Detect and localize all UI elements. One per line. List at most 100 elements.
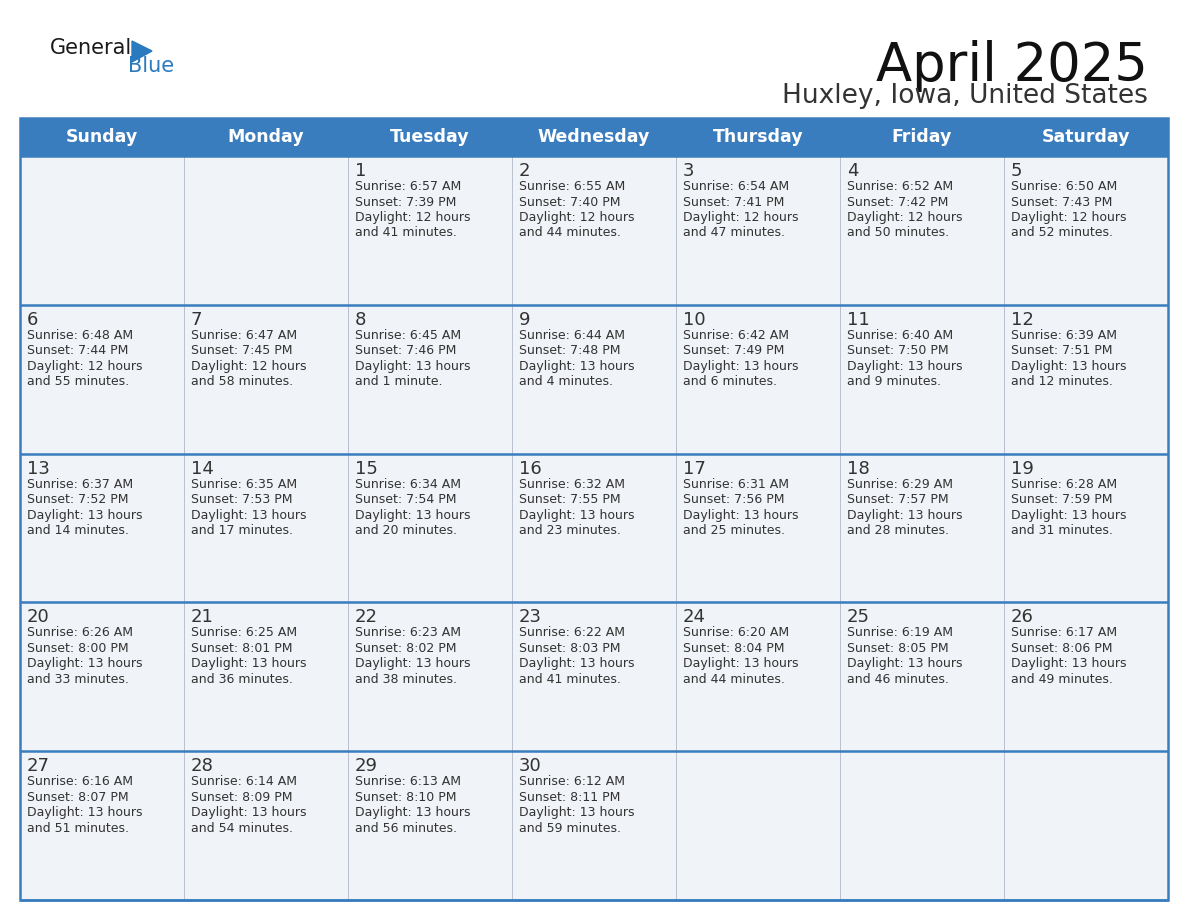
Text: Daylight: 13 hours: Daylight: 13 hours xyxy=(847,360,962,373)
Text: Daylight: 12 hours: Daylight: 12 hours xyxy=(191,360,307,373)
Text: Tuesday: Tuesday xyxy=(390,128,469,146)
Text: Sunset: 8:10 PM: Sunset: 8:10 PM xyxy=(355,790,456,803)
Text: 5: 5 xyxy=(1011,162,1023,180)
Polygon shape xyxy=(132,41,152,62)
Text: Sunset: 7:49 PM: Sunset: 7:49 PM xyxy=(683,344,784,357)
Text: Daylight: 13 hours: Daylight: 13 hours xyxy=(191,509,307,521)
Text: Sunset: 7:57 PM: Sunset: 7:57 PM xyxy=(847,493,949,506)
Text: Sunset: 8:04 PM: Sunset: 8:04 PM xyxy=(683,642,784,655)
Bar xyxy=(20,751,1168,900)
Text: and 41 minutes.: and 41 minutes. xyxy=(355,227,457,240)
Text: and 49 minutes.: and 49 minutes. xyxy=(1011,673,1113,686)
Text: 27: 27 xyxy=(27,757,50,775)
Text: and 25 minutes.: and 25 minutes. xyxy=(683,524,785,537)
Text: 19: 19 xyxy=(1011,460,1034,477)
Text: and 59 minutes.: and 59 minutes. xyxy=(519,822,621,834)
Text: Daylight: 12 hours: Daylight: 12 hours xyxy=(847,211,962,224)
Text: 15: 15 xyxy=(355,460,378,477)
Text: Daylight: 13 hours: Daylight: 13 hours xyxy=(847,509,962,521)
Text: Daylight: 13 hours: Daylight: 13 hours xyxy=(355,657,470,670)
Text: Daylight: 13 hours: Daylight: 13 hours xyxy=(519,509,634,521)
Text: Sunrise: 6:57 AM: Sunrise: 6:57 AM xyxy=(355,180,461,193)
Text: 14: 14 xyxy=(191,460,214,477)
Text: and 14 minutes.: and 14 minutes. xyxy=(27,524,128,537)
Text: 28: 28 xyxy=(191,757,214,775)
Text: Sunrise: 6:54 AM: Sunrise: 6:54 AM xyxy=(683,180,789,193)
Text: Sunrise: 6:48 AM: Sunrise: 6:48 AM xyxy=(27,329,133,341)
Text: Sunset: 7:48 PM: Sunset: 7:48 PM xyxy=(519,344,620,357)
Text: Sunrise: 6:12 AM: Sunrise: 6:12 AM xyxy=(519,775,625,789)
Text: Sunset: 8:07 PM: Sunset: 8:07 PM xyxy=(27,790,128,803)
Bar xyxy=(20,602,1168,751)
Text: Daylight: 13 hours: Daylight: 13 hours xyxy=(1011,657,1126,670)
Text: Sunrise: 6:13 AM: Sunrise: 6:13 AM xyxy=(355,775,461,789)
Text: 9: 9 xyxy=(519,311,531,329)
Text: Sunrise: 6:31 AM: Sunrise: 6:31 AM xyxy=(683,477,789,490)
Text: Sunrise: 6:28 AM: Sunrise: 6:28 AM xyxy=(1011,477,1117,490)
Bar xyxy=(20,305,1168,453)
Text: Wednesday: Wednesday xyxy=(538,128,650,146)
Text: and 31 minutes.: and 31 minutes. xyxy=(1011,524,1113,537)
Text: Sunset: 7:42 PM: Sunset: 7:42 PM xyxy=(847,196,948,208)
Text: 1: 1 xyxy=(355,162,366,180)
Text: Daylight: 12 hours: Daylight: 12 hours xyxy=(1011,211,1126,224)
Text: Sunset: 7:45 PM: Sunset: 7:45 PM xyxy=(191,344,292,357)
Text: Daylight: 13 hours: Daylight: 13 hours xyxy=(683,360,798,373)
Text: Sunset: 7:55 PM: Sunset: 7:55 PM xyxy=(519,493,620,506)
Text: and 44 minutes.: and 44 minutes. xyxy=(519,227,621,240)
Text: Sunrise: 6:42 AM: Sunrise: 6:42 AM xyxy=(683,329,789,341)
Text: Sunrise: 6:20 AM: Sunrise: 6:20 AM xyxy=(683,626,789,640)
Text: April 2025: April 2025 xyxy=(876,40,1148,92)
Text: Sunrise: 6:19 AM: Sunrise: 6:19 AM xyxy=(847,626,953,640)
Text: and 38 minutes.: and 38 minutes. xyxy=(355,673,457,686)
Bar xyxy=(20,118,1168,156)
Text: Daylight: 13 hours: Daylight: 13 hours xyxy=(847,657,962,670)
Text: and 58 minutes.: and 58 minutes. xyxy=(191,375,293,388)
Text: Daylight: 13 hours: Daylight: 13 hours xyxy=(683,509,798,521)
Text: Daylight: 13 hours: Daylight: 13 hours xyxy=(191,657,307,670)
Text: Sunset: 7:54 PM: Sunset: 7:54 PM xyxy=(355,493,456,506)
Text: Sunset: 8:01 PM: Sunset: 8:01 PM xyxy=(191,642,292,655)
Text: Sunset: 8:05 PM: Sunset: 8:05 PM xyxy=(847,642,949,655)
Text: Daylight: 13 hours: Daylight: 13 hours xyxy=(27,509,143,521)
Text: and 51 minutes.: and 51 minutes. xyxy=(27,822,129,834)
Text: Daylight: 13 hours: Daylight: 13 hours xyxy=(355,806,470,819)
Text: and 52 minutes.: and 52 minutes. xyxy=(1011,227,1113,240)
Text: Sunrise: 6:44 AM: Sunrise: 6:44 AM xyxy=(519,329,625,341)
Text: Huxley, Iowa, United States: Huxley, Iowa, United States xyxy=(782,83,1148,109)
Text: Sunrise: 6:35 AM: Sunrise: 6:35 AM xyxy=(191,477,297,490)
Text: Sunset: 7:40 PM: Sunset: 7:40 PM xyxy=(519,196,620,208)
Text: 23: 23 xyxy=(519,609,542,626)
Text: Sunday: Sunday xyxy=(65,128,138,146)
Text: Sunset: 8:00 PM: Sunset: 8:00 PM xyxy=(27,642,128,655)
Text: Sunset: 8:02 PM: Sunset: 8:02 PM xyxy=(355,642,456,655)
Text: and 55 minutes.: and 55 minutes. xyxy=(27,375,129,388)
Text: Daylight: 13 hours: Daylight: 13 hours xyxy=(355,360,470,373)
Text: Sunrise: 6:22 AM: Sunrise: 6:22 AM xyxy=(519,626,625,640)
Text: Sunrise: 6:45 AM: Sunrise: 6:45 AM xyxy=(355,329,461,341)
Text: and 36 minutes.: and 36 minutes. xyxy=(191,673,293,686)
Text: General: General xyxy=(50,38,132,58)
Text: Daylight: 13 hours: Daylight: 13 hours xyxy=(27,657,143,670)
Text: 24: 24 xyxy=(683,609,706,626)
Text: 25: 25 xyxy=(847,609,870,626)
Text: Sunset: 7:41 PM: Sunset: 7:41 PM xyxy=(683,196,784,208)
Text: Sunrise: 6:17 AM: Sunrise: 6:17 AM xyxy=(1011,626,1117,640)
Text: and 56 minutes.: and 56 minutes. xyxy=(355,822,457,834)
Text: 18: 18 xyxy=(847,460,870,477)
Text: Daylight: 13 hours: Daylight: 13 hours xyxy=(519,657,634,670)
Text: Sunset: 7:52 PM: Sunset: 7:52 PM xyxy=(27,493,128,506)
Text: Sunset: 8:11 PM: Sunset: 8:11 PM xyxy=(519,790,620,803)
Text: and 12 minutes.: and 12 minutes. xyxy=(1011,375,1113,388)
Text: 7: 7 xyxy=(191,311,202,329)
Text: Daylight: 13 hours: Daylight: 13 hours xyxy=(519,806,634,819)
Text: Daylight: 13 hours: Daylight: 13 hours xyxy=(519,360,634,373)
Text: Daylight: 13 hours: Daylight: 13 hours xyxy=(191,806,307,819)
Text: 21: 21 xyxy=(191,609,214,626)
Text: Daylight: 12 hours: Daylight: 12 hours xyxy=(355,211,470,224)
Text: Sunset: 7:39 PM: Sunset: 7:39 PM xyxy=(355,196,456,208)
Text: Daylight: 13 hours: Daylight: 13 hours xyxy=(355,509,470,521)
Text: Daylight: 12 hours: Daylight: 12 hours xyxy=(27,360,143,373)
Text: 26: 26 xyxy=(1011,609,1034,626)
Text: and 9 minutes.: and 9 minutes. xyxy=(847,375,941,388)
